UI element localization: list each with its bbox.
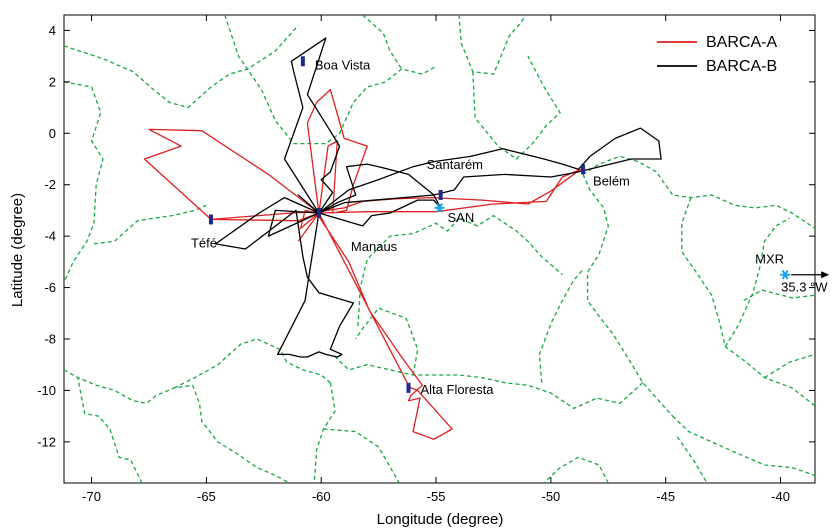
y-tick-label: -8 bbox=[44, 332, 56, 347]
flight-tracks bbox=[143, 37, 662, 440]
y-tick-label: -4 bbox=[44, 229, 56, 244]
boundary-line bbox=[743, 289, 815, 301]
boundary-line bbox=[538, 269, 584, 383]
boundary-line bbox=[323, 428, 400, 483]
x-tick-label: -65 bbox=[197, 489, 216, 504]
boundary-line bbox=[543, 456, 609, 483]
site-label: Téfé bbox=[191, 235, 217, 250]
offscale-annotation: 35.3 °W bbox=[781, 280, 828, 295]
boundary-line bbox=[724, 217, 791, 348]
x-tick-label: -40 bbox=[771, 489, 790, 504]
axes: -70 -65 -60 -55 -50 -45 -40 -12 -10 -8 -6 -4 -2 0 2 4 bbox=[37, 15, 815, 504]
plot-area bbox=[63, 14, 816, 484]
y-tick-label: 4 bbox=[49, 23, 56, 38]
region-boundaries bbox=[64, 15, 815, 483]
boundary-line bbox=[332, 353, 644, 410]
site-label: MXR bbox=[755, 252, 784, 267]
legend: BARCA-A BARCA-B bbox=[657, 34, 777, 75]
x-tick-label: -55 bbox=[427, 489, 446, 504]
boundary-line bbox=[64, 369, 290, 483]
y-tick-label: -2 bbox=[44, 177, 56, 192]
boundary-line bbox=[458, 15, 527, 75]
boundary-line bbox=[224, 15, 437, 145]
boundary-line bbox=[93, 204, 207, 245]
boundary-line bbox=[472, 55, 561, 160]
star-marker bbox=[780, 269, 791, 280]
site-label: Belém bbox=[593, 173, 630, 188]
boundary-line bbox=[355, 307, 419, 376]
x-tick-label: -60 bbox=[312, 489, 331, 504]
site-marker bbox=[438, 190, 443, 200]
site-marker bbox=[406, 382, 411, 393]
boundary-line bbox=[64, 24, 299, 109]
boundary-line bbox=[77, 377, 143, 483]
site-label: SAN bbox=[448, 210, 475, 225]
boundary-line bbox=[672, 415, 815, 476]
legend-label: BARCA-A bbox=[706, 34, 777, 51]
x-tick-label: -45 bbox=[656, 489, 675, 504]
site-marker bbox=[316, 208, 321, 218]
site-marker bbox=[581, 164, 586, 175]
x-tick-label: -70 bbox=[82, 489, 101, 504]
series-line-barca-b bbox=[214, 37, 662, 358]
legend-label: BARCA-B bbox=[706, 58, 777, 75]
boundary-line bbox=[676, 436, 708, 483]
site-label: Boa Vista bbox=[315, 57, 371, 72]
site-label: Santarém bbox=[427, 157, 483, 172]
site-marker bbox=[208, 214, 213, 225]
boundary-line bbox=[173, 338, 331, 389]
y-tick-label: -10 bbox=[37, 383, 56, 398]
site-marker bbox=[300, 56, 305, 67]
boundary-line bbox=[362, 15, 403, 70]
y-tick-label: 0 bbox=[49, 126, 56, 141]
site-label: Manaus bbox=[351, 239, 398, 254]
y-tick-label: -12 bbox=[37, 434, 56, 449]
site-markers: Boa Vista Santarém SAN Belém Téfé Manaus Alta … bbox=[191, 56, 830, 397]
y-axis-title: Latitude (degree) bbox=[9, 193, 26, 307]
series-line-barca-a bbox=[143, 88, 582, 440]
y-tick-label: 2 bbox=[49, 74, 56, 89]
arrow-head bbox=[821, 271, 830, 279]
star-marker bbox=[434, 203, 445, 213]
boundary-line bbox=[64, 81, 104, 283]
boundary-line bbox=[357, 214, 563, 327]
x-axis-title: Longitude (degree) bbox=[377, 511, 504, 528]
x-tick-label: -50 bbox=[541, 489, 560, 504]
boundary-line bbox=[764, 353, 815, 379]
site-label: Alta Floresta bbox=[420, 382, 494, 397]
y-tick-label: -6 bbox=[44, 280, 56, 295]
